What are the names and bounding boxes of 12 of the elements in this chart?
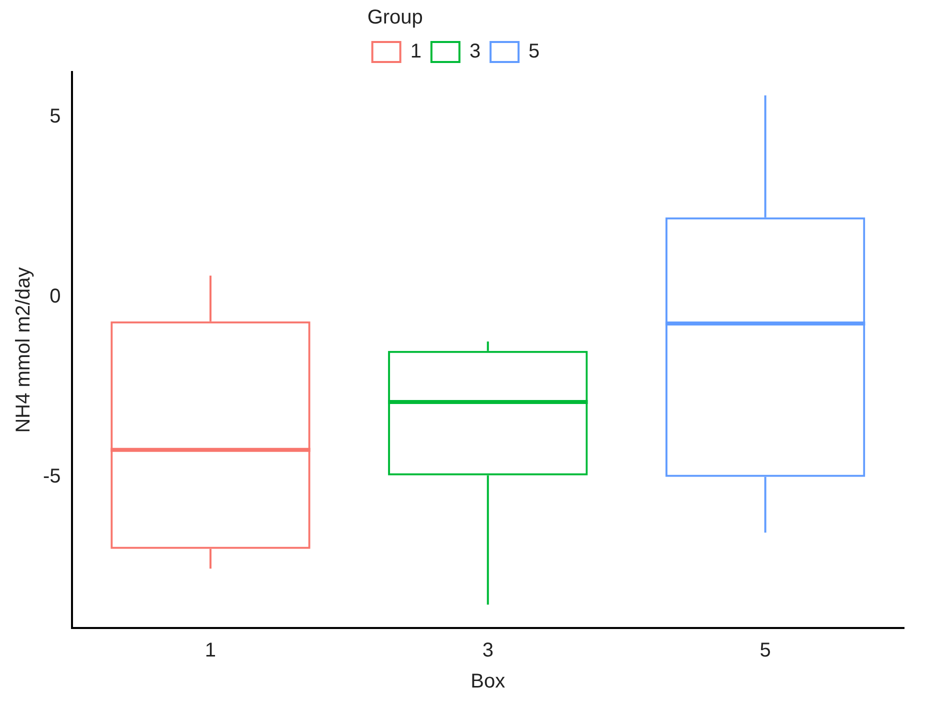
y-tick-label: 0 — [50, 285, 61, 308]
legend-label: 1 — [410, 40, 422, 63]
y-tick-label: -5 — [42, 465, 61, 488]
x-tick-label: 3 — [482, 640, 494, 662]
legend-label: 3 — [469, 40, 481, 63]
x-tick-label: 1 — [204, 640, 216, 662]
y-tick-label: 5 — [50, 106, 61, 128]
legend-title: Group — [367, 6, 423, 29]
x-axis-title: Box — [470, 670, 506, 693]
y-axis-title: NH4 mmol m2/day — [12, 267, 35, 433]
x-tick-label: 5 — [760, 640, 771, 662]
legend-label: 5 — [528, 40, 540, 63]
